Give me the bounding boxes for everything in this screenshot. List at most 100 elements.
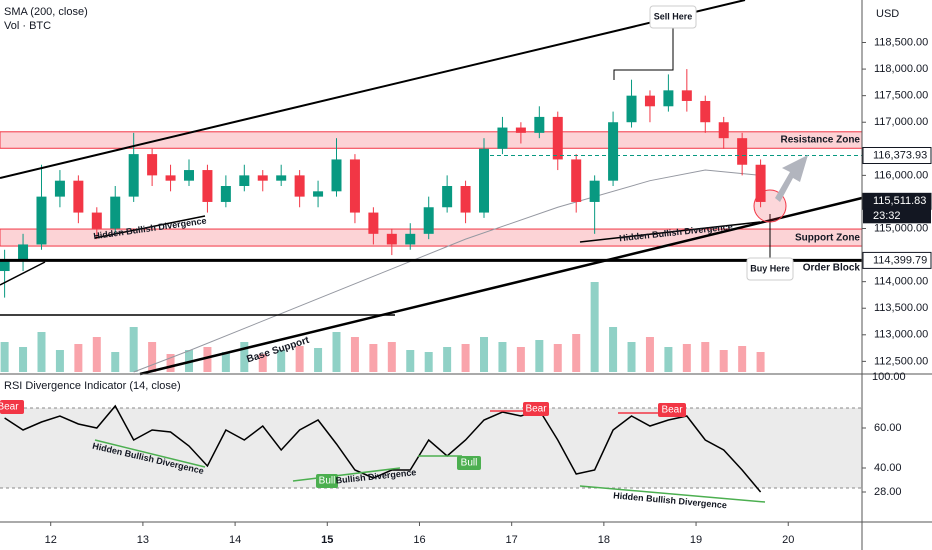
- volume-bar: [55, 350, 64, 372]
- x-tick-label: 14: [229, 534, 241, 546]
- volume-bar: [258, 354, 267, 372]
- candle-body: [331, 159, 342, 192]
- volume-bar: [572, 334, 581, 372]
- volume-bar: [664, 347, 673, 372]
- volume-bar: [92, 337, 101, 372]
- candle-body: [442, 186, 453, 208]
- price-label: 116,373.93: [873, 149, 927, 161]
- zone: [0, 131, 863, 149]
- y-tick-label: 113,500.00: [874, 302, 928, 314]
- candle-body: [276, 175, 287, 181]
- candle-body: [644, 95, 655, 107]
- candle-body: [18, 244, 29, 261]
- candle-body: [608, 122, 619, 181]
- volume-bar: [498, 342, 507, 372]
- rsi-bull-line: [579, 485, 766, 503]
- candle-body: [294, 175, 305, 197]
- order-block-label: Order Block: [803, 263, 861, 274]
- candle-body: [368, 212, 379, 234]
- bear-tag: [658, 403, 686, 417]
- volume-bar: [682, 344, 691, 372]
- y-tick-label: 117,500.00: [874, 90, 928, 102]
- target-arrow: [775, 155, 808, 202]
- y-tick-label: 113,000.00: [874, 329, 928, 341]
- candle-body: [497, 127, 508, 149]
- price-label-box: [862, 146, 932, 164]
- bear-tag: [523, 402, 549, 416]
- candle-body: [220, 186, 231, 202]
- resistance-label: Resistance Zone: [781, 135, 861, 146]
- volume-bar: [129, 327, 138, 372]
- volume-title: Vol · BTC: [4, 20, 51, 32]
- volume-bar: [701, 342, 710, 372]
- buy-label: Buy Here: [750, 263, 790, 273]
- bear-label: Bear: [661, 405, 683, 416]
- divergence-line: [94, 215, 206, 239]
- candle-body: [460, 186, 471, 213]
- candle-body: [515, 127, 526, 133]
- bull-tag: [316, 474, 338, 488]
- rsi-tick-label: 28.00: [874, 486, 902, 498]
- bear-label: Bear: [525, 404, 547, 415]
- candle-body: [534, 116, 545, 133]
- candle-body: [663, 90, 674, 107]
- volume-bar: [203, 347, 212, 372]
- volume-bar: [295, 346, 304, 372]
- rsi-title: RSI Divergence Indicator (14, close): [4, 380, 181, 392]
- sell-box: [649, 5, 697, 29]
- countdown: 23:32: [873, 210, 901, 222]
- y-tick-label: 118,000.00: [874, 63, 928, 75]
- rsi-tick-label: 40.00: [874, 462, 902, 474]
- countdown-box: [863, 209, 931, 224]
- candle-body: [718, 122, 729, 139]
- drawings: [0, 0, 863, 503]
- base-support-line: [139, 196, 863, 376]
- volume-bar: [424, 352, 433, 372]
- support-label: Support Zone: [795, 233, 860, 244]
- x-tick-label: 15: [321, 534, 333, 546]
- x-tick-label: 19: [690, 534, 702, 546]
- plot: [0, 69, 863, 493]
- y-tick-label: 117,000.00: [874, 116, 928, 128]
- candle-body: [91, 212, 102, 229]
- volume-bar: [332, 332, 341, 372]
- volume-bar: [756, 352, 765, 372]
- x-tick-label: 17: [506, 534, 518, 546]
- price-label-box: [862, 251, 932, 269]
- candle-body: [479, 148, 490, 213]
- bear-label: Bear: [0, 402, 19, 413]
- candle-body: [0, 260, 10, 272]
- rsi-band: [0, 408, 862, 488]
- volume-bar: [19, 347, 28, 372]
- volume-bar: [461, 344, 470, 372]
- rsi-bull-line: [292, 467, 401, 482]
- price-label: 114,399.79: [873, 254, 927, 266]
- volume-bar: [738, 346, 747, 372]
- candle-body: [128, 154, 139, 197]
- x-tick-label: 20: [782, 534, 794, 546]
- x-tick-label: 18: [598, 534, 610, 546]
- candle-body: [589, 180, 600, 202]
- candle-body: [700, 100, 711, 123]
- volume-bar: [406, 350, 415, 372]
- buy-box: [746, 257, 794, 281]
- candle-body: [552, 116, 563, 160]
- candle-body: [755, 164, 766, 202]
- volume-bar: [166, 354, 175, 372]
- volume-bar: [74, 344, 83, 372]
- rsi-tick-label: 60.00: [874, 422, 902, 434]
- x-tick-label: 16: [413, 534, 425, 546]
- volume-bar: [111, 352, 120, 372]
- volume-bar: [148, 342, 157, 372]
- candle-body: [313, 191, 324, 197]
- x-tick-label: 13: [137, 534, 149, 546]
- volume-bar: [387, 342, 396, 372]
- volume-bar: [0, 342, 9, 372]
- rsi-bull-line: [94, 439, 206, 468]
- volume-bar: [719, 350, 728, 372]
- candle-body: [349, 159, 360, 213]
- candle-body: [165, 175, 176, 181]
- candle-body: [202, 170, 213, 202]
- y-tick-label: 118,500.00: [874, 36, 928, 48]
- channel-line: [0, 0, 746, 179]
